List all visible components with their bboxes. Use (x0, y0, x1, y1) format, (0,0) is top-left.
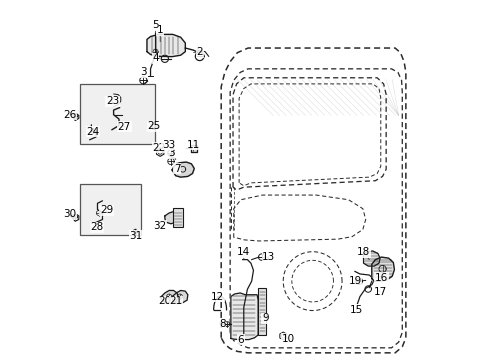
Text: 8: 8 (219, 319, 225, 329)
Polygon shape (363, 251, 379, 266)
Text: 4: 4 (152, 53, 160, 63)
Text: 29: 29 (100, 206, 113, 216)
Text: 22: 22 (152, 143, 165, 153)
Polygon shape (164, 212, 178, 224)
Text: 30: 30 (63, 209, 76, 219)
Text: 31: 31 (129, 231, 142, 240)
Text: 1: 1 (157, 25, 163, 42)
Bar (258, 288, 265, 335)
Text: 2: 2 (193, 47, 203, 57)
Text: 23: 23 (106, 96, 119, 106)
Text: 17: 17 (373, 287, 386, 297)
Text: 14: 14 (237, 247, 250, 260)
Text: 33: 33 (162, 140, 175, 150)
Text: 11: 11 (186, 140, 200, 151)
Text: 3: 3 (167, 148, 174, 160)
Text: 20: 20 (158, 296, 171, 306)
Text: 6: 6 (237, 334, 244, 345)
Polygon shape (161, 291, 178, 304)
Polygon shape (191, 145, 197, 152)
Polygon shape (70, 214, 79, 221)
Text: 3: 3 (140, 67, 146, 79)
Text: 25: 25 (147, 121, 161, 131)
Text: 5: 5 (152, 20, 159, 32)
Text: 19: 19 (347, 276, 361, 286)
Polygon shape (172, 162, 194, 177)
Text: 24: 24 (86, 127, 100, 136)
Polygon shape (371, 257, 394, 281)
Text: 7: 7 (173, 163, 180, 174)
Text: 18: 18 (356, 247, 369, 260)
Bar (80, 84, 155, 144)
Text: 15: 15 (349, 305, 362, 315)
Polygon shape (147, 35, 185, 57)
Polygon shape (230, 293, 258, 339)
Text: 10: 10 (281, 333, 294, 343)
Polygon shape (172, 291, 187, 304)
Text: 13: 13 (262, 252, 275, 262)
Text: 27: 27 (118, 122, 131, 132)
Text: 32: 32 (153, 221, 166, 231)
Text: 16: 16 (374, 273, 387, 283)
Text: 26: 26 (63, 110, 76, 120)
Text: 12: 12 (210, 292, 224, 302)
Bar (80, 184, 141, 234)
Bar (172, 208, 183, 227)
Text: 28: 28 (90, 222, 103, 232)
Polygon shape (70, 113, 79, 121)
Text: 9: 9 (262, 313, 268, 323)
Text: 21: 21 (169, 296, 182, 306)
